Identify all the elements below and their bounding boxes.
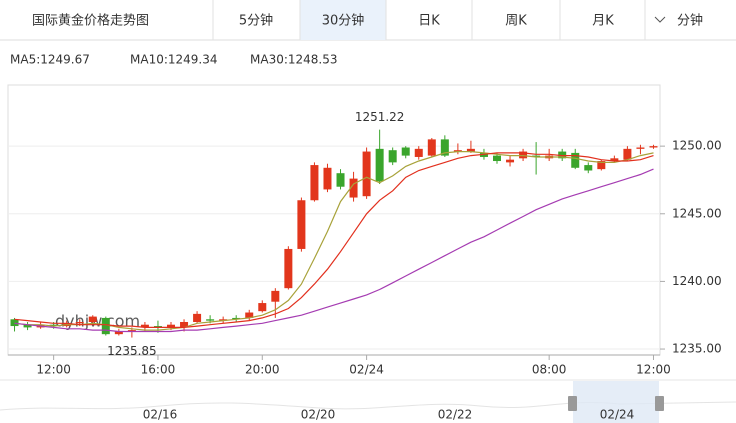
- navigator-label: 02/22: [438, 408, 473, 422]
- candle-body: [649, 146, 658, 148]
- legend-entry: MA5:1249.67: [10, 53, 90, 67]
- x-tick-label: 16:00: [141, 363, 176, 377]
- legend-entry: MA10:1249.34: [130, 53, 218, 67]
- candle-body: [193, 313, 202, 322]
- max-label: 1251.22: [355, 110, 405, 124]
- candle-body: [49, 324, 58, 327]
- candle-body: [388, 150, 397, 163]
- candle-body: [114, 331, 123, 335]
- candle-body: [597, 161, 606, 170]
- candle-body: [558, 151, 567, 159]
- x-tick-label: 20:00: [245, 363, 280, 377]
- candle-body: [532, 155, 541, 157]
- tab[interactable]: 30分钟: [322, 13, 365, 29]
- candle-body: [167, 324, 175, 328]
- x-tick-label: 12:00: [636, 363, 671, 377]
- candle-body: [610, 158, 619, 162]
- navigator-label: 02/20: [301, 408, 336, 422]
- candle-body: [127, 330, 136, 332]
- candle-body: [232, 317, 241, 320]
- x-tick-label: 08:00: [532, 363, 567, 377]
- candle-body: [284, 248, 293, 289]
- ma-line: [14, 152, 654, 328]
- tab[interactable]: 日K: [418, 14, 440, 29]
- y-tick-label: 1245.00: [672, 206, 722, 220]
- candle-body: [153, 326, 162, 328]
- candle-body: [101, 317, 110, 335]
- candle-body: [493, 155, 501, 162]
- navigator-label: 02/16: [143, 408, 178, 422]
- navigator-handle[interactable]: [655, 396, 664, 411]
- candle-body: [75, 321, 84, 324]
- candle-body: [219, 319, 228, 321]
- candle-body: [180, 321, 189, 328]
- candle-body: [440, 139, 449, 156]
- candle-body: [23, 324, 32, 328]
- candle-body: [636, 147, 645, 149]
- candle-body: [323, 167, 332, 190]
- candle-body: [571, 152, 580, 168]
- candle-body: [258, 303, 267, 312]
- navigator-selection[interactable]: [573, 381, 659, 423]
- y-tick-label: 1240.00: [672, 274, 722, 288]
- candle-body: [271, 290, 280, 302]
- y-tick-label: 1250.00: [672, 139, 722, 153]
- candle-body: [206, 319, 215, 321]
- min-label: 1235.85: [107, 344, 157, 358]
- x-tick-label: 12:00: [36, 363, 71, 377]
- tab-separators: [212, 0, 646, 40]
- candle-body: [453, 150, 462, 152]
- page-title: 国际黄金价格走势图: [32, 13, 149, 29]
- dropdown-icon[interactable]: [654, 16, 666, 23]
- candle-body: [466, 148, 475, 152]
- candle-body: [427, 139, 436, 156]
- candle-body: [310, 165, 319, 201]
- candle-body: [414, 148, 423, 157]
- candle-body: [584, 165, 593, 171]
- navigator-handle[interactable]: [568, 396, 577, 411]
- candle-body: [623, 148, 632, 160]
- candle-body: [519, 151, 528, 159]
- candle-body: [140, 324, 149, 328]
- watermark: dyhjw.com: [55, 312, 140, 331]
- candle-body: [336, 173, 345, 187]
- y-tick-label: 1235.00: [672, 342, 722, 356]
- candle-body: [297, 200, 306, 249]
- active-tab-bg: [300, 0, 386, 40]
- candle-body: [349, 178, 358, 198]
- candle-body: [245, 312, 254, 318]
- candle-body: [479, 152, 488, 157]
- tab[interactable]: 月K: [592, 14, 614, 29]
- candle-body: [10, 319, 19, 327]
- candle-body: [506, 159, 515, 163]
- candle-body: [401, 147, 410, 156]
- navigator-line: [0, 401, 736, 411]
- x-tick-label: 02/24: [349, 363, 384, 377]
- tab[interactable]: 5分钟: [239, 13, 273, 29]
- candle-body: [375, 148, 384, 182]
- tab[interactable]: 周K: [505, 14, 527, 29]
- candle-body: [362, 151, 371, 197]
- legend-entry: MA30:1248.53: [250, 53, 338, 67]
- candle-body: [88, 316, 97, 322]
- tab[interactable]: 分钟: [677, 13, 703, 29]
- ma-line: [14, 151, 654, 331]
- ma-line: [14, 168, 654, 333]
- navigator-label: 02/24: [600, 408, 635, 422]
